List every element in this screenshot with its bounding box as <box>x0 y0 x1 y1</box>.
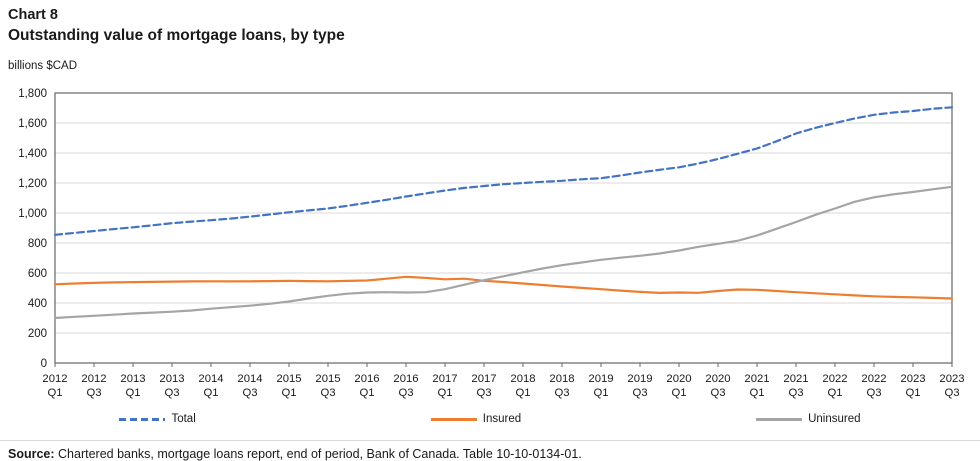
x-tick-quarter: Q3 <box>788 387 803 399</box>
series-line-insured <box>53 275 954 300</box>
x-tick-quarter: Q1 <box>827 387 842 399</box>
x-tick-year: 2016 <box>354 373 379 385</box>
x-tick-year: 2019 <box>588 373 613 385</box>
x-tick-year: 2019 <box>627 373 652 385</box>
legend-line-total-icon <box>119 417 166 421</box>
x-tick-year: 2015 <box>315 373 340 385</box>
y-tick-label: 1,600 <box>18 118 47 130</box>
y-axis-units-label: billions $CAD <box>8 60 78 72</box>
x-tick-year: 2021 <box>783 373 808 385</box>
x-tick-year: 2013 <box>120 373 145 385</box>
y-tick-label: 1,200 <box>18 178 47 190</box>
x-tick-quarter: Q3 <box>242 387 257 399</box>
x-tick-year: 2023 <box>900 373 925 385</box>
y-tick-label: 1,400 <box>18 148 47 160</box>
legend-item-uninsured: Uninsured <box>756 413 861 425</box>
x-tick-year: 2022 <box>822 373 847 385</box>
x-tick-quarter: Q3 <box>632 387 647 399</box>
legend-line-insured-icon <box>430 417 477 421</box>
legend-label-insured: Insured <box>482 413 522 425</box>
x-tick-year: 2018 <box>549 373 574 385</box>
x-tick-year: 2012 <box>81 373 106 385</box>
x-tick-quarter: Q1 <box>437 387 452 399</box>
x-tick-quarter: Q1 <box>47 387 62 399</box>
x-tick-year: 2017 <box>432 373 457 385</box>
y-tick-label: 1,000 <box>18 208 47 220</box>
x-tick-year: 2014 <box>237 373 262 385</box>
plot-border <box>54 92 953 364</box>
x-tick-year: 2013 <box>159 373 184 385</box>
x-tick-quarter: Q1 <box>749 387 764 399</box>
source-text: Chartered banks, mortgage loans report, … <box>54 447 582 461</box>
y-tick-label: 1,800 <box>18 88 47 100</box>
x-tick-year: 2017 <box>471 373 496 385</box>
y-tick-label: 0 <box>41 358 47 370</box>
legend-line-uninsured-icon <box>756 417 803 421</box>
x-tick-year: 2020 <box>705 373 730 385</box>
series-line-uninsured <box>53 185 954 320</box>
x-tick-year: 2022 <box>861 373 886 385</box>
x-tick-year: 2014 <box>198 373 223 385</box>
y-tick-label: 200 <box>28 328 47 340</box>
legend-label-total: Total <box>171 413 196 425</box>
chart-number: Chart 8 <box>8 7 58 23</box>
x-tick-quarter: Q1 <box>593 387 608 399</box>
chart-legend: Total Insured Uninsured <box>0 413 980 425</box>
x-tick-quarter: Q3 <box>86 387 101 399</box>
source-note: Source: Chartered banks, mortgage loans … <box>0 440 980 461</box>
legend-label-uninsured: Uninsured <box>808 413 861 425</box>
x-tick-quarter: Q1 <box>515 387 530 399</box>
x-tick-year: 2018 <box>510 373 535 385</box>
x-tick-quarter: Q3 <box>554 387 569 399</box>
x-tick-year: 2015 <box>276 373 301 385</box>
x-tick-quarter: Q3 <box>164 387 179 399</box>
x-tick-quarter: Q1 <box>125 387 140 399</box>
x-tick-quarter: Q1 <box>905 387 920 399</box>
series-line-total <box>53 106 954 236</box>
x-tick-quarter: Q3 <box>710 387 725 399</box>
legend-item-total: Total <box>119 413 196 425</box>
x-tick-quarter: Q1 <box>359 387 374 399</box>
x-tick-quarter: Q3 <box>944 387 959 399</box>
chart-header: Chart 8 Outstanding value of mortgage lo… <box>8 6 345 46</box>
y-tick-label: 400 <box>28 298 47 310</box>
legend-item-insured: Insured <box>430 413 522 425</box>
chart-title: Outstanding value of mortgage loans, by … <box>8 26 345 44</box>
x-tick-year: 2020 <box>666 373 691 385</box>
x-tick-quarter: Q3 <box>476 387 491 399</box>
x-tick-quarter: Q3 <box>320 387 335 399</box>
x-tick-quarter: Q3 <box>398 387 413 399</box>
x-tick-year: 2012 <box>42 373 67 385</box>
x-tick-year: 2016 <box>393 373 418 385</box>
y-tick-label: 800 <box>28 238 47 250</box>
x-tick-year: 2023 <box>939 373 964 385</box>
x-tick-quarter: Q1 <box>203 387 218 399</box>
y-tick-label: 600 <box>28 268 47 280</box>
x-tick-year: 2021 <box>744 373 769 385</box>
source-label: Source: <box>8 447 55 461</box>
x-tick-quarter: Q1 <box>281 387 296 399</box>
x-tick-quarter: Q1 <box>671 387 686 399</box>
x-tick-quarter: Q3 <box>866 387 881 399</box>
